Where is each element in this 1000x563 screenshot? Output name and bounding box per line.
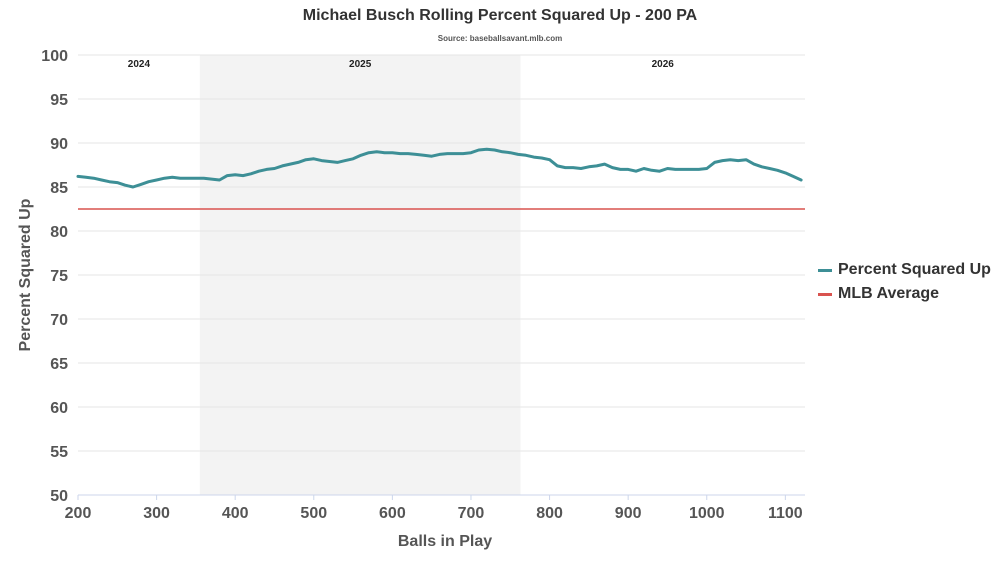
legend-item-percent-squared-up[interactable]: Percent Squared Up xyxy=(818,259,991,281)
y-tick-label-95: 95 xyxy=(50,92,68,109)
grid-lines xyxy=(78,54,805,452)
x-tick-label-400: 400 xyxy=(222,505,249,522)
y-axis-title: Percent Squared Up xyxy=(17,198,34,351)
x-tick-label-1100: 1100 xyxy=(768,505,803,522)
x-tick-label-1000: 1000 xyxy=(689,505,725,522)
x-axis-title: Balls in Play xyxy=(398,533,492,550)
y-tick-label-85: 85 xyxy=(50,180,68,197)
series-layer xyxy=(76,147,803,189)
y-tick-label-50: 50 xyxy=(50,488,68,505)
legend: Percent Squared Up MLB Average xyxy=(818,259,991,307)
x-tick-label-700: 700 xyxy=(458,505,485,522)
chart-title: Michael Busch Rolling Percent Squared Up… xyxy=(302,7,698,24)
season-label-2025: 2025 xyxy=(349,59,372,70)
y-tick-label-80: 80 xyxy=(50,224,68,241)
x-tick-label-300: 300 xyxy=(143,505,170,522)
series-line-percent-squared-up xyxy=(76,147,803,189)
y-tick-label-90: 90 xyxy=(50,136,68,153)
y-tick-label-70: 70 xyxy=(50,312,68,329)
season-label-2026: 2026 xyxy=(652,59,675,70)
y-tick-label-100: 100 xyxy=(41,48,68,65)
x-tick-label-500: 500 xyxy=(300,505,327,522)
legend-item-mlb-average[interactable]: MLB Average xyxy=(818,283,991,305)
axes: 50 55 60 65 70 75 80 85 90 95 100 200 300 400 500 600 70… xyxy=(41,48,805,522)
chart-subtitle: Source: baseballsavant.mlb.com xyxy=(437,34,563,43)
x-tick-label-800: 800 xyxy=(536,505,563,522)
y-tick-label-55: 55 xyxy=(50,444,68,461)
legend-swatch-teal xyxy=(818,268,832,272)
x-tick-label-200: 200 xyxy=(65,505,92,522)
y-tick-label-60: 60 xyxy=(50,400,68,417)
legend-label: MLB Average xyxy=(838,285,940,302)
x-tick-label-600: 600 xyxy=(379,505,406,522)
y-tick-label-75: 75 xyxy=(50,268,68,285)
y-tick-label-65: 65 xyxy=(50,356,68,373)
legend-label: Percent Squared Up xyxy=(838,261,991,278)
season-label-2024: 2024 xyxy=(128,59,151,70)
legend-swatch-red xyxy=(818,292,832,296)
x-tick-label-900: 900 xyxy=(615,505,642,522)
